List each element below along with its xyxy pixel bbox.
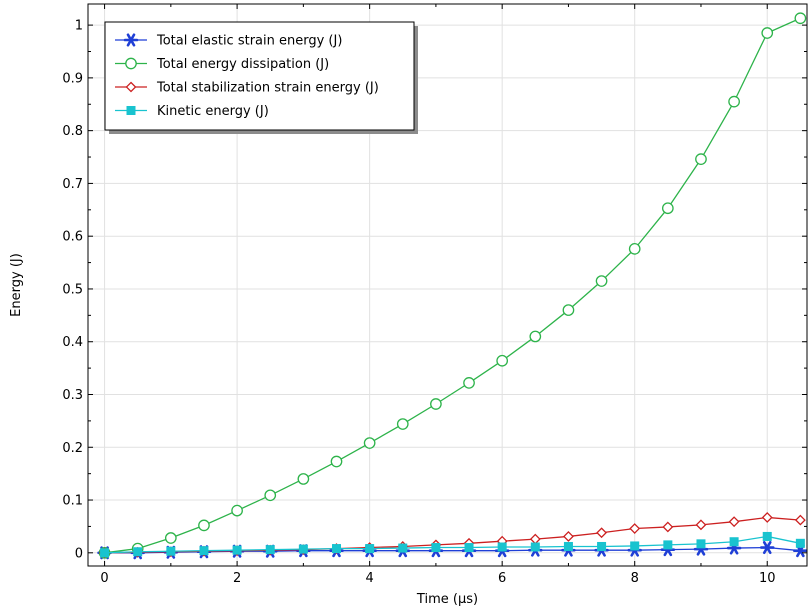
data-point — [430, 398, 442, 410]
y-tick-label: 1 — [75, 19, 83, 34]
data-point — [529, 533, 541, 545]
data-point — [332, 544, 342, 554]
legend-marker — [123, 33, 139, 47]
data-point — [630, 541, 640, 551]
y-tick-label: 0.1 — [62, 494, 83, 509]
data-point — [761, 512, 773, 523]
series-line — [104, 535, 801, 554]
data-point — [496, 354, 509, 367]
data-point — [761, 27, 774, 39]
data-point — [365, 544, 375, 554]
x-axis-title: Time (µs) — [416, 592, 478, 607]
data-point — [728, 95, 740, 108]
data-point — [231, 504, 243, 517]
data-point — [133, 547, 143, 557]
data-point — [695, 519, 707, 531]
series-line — [104, 17, 801, 554]
y-tick-label: 0.7 — [62, 177, 83, 192]
data-point — [661, 202, 674, 215]
data-point — [164, 532, 177, 544]
data-point — [264, 489, 277, 502]
legend: Total elastic strain energy (J) Total ene… — [104, 21, 418, 134]
series-3 — [100, 531, 805, 558]
data-point — [530, 542, 540, 552]
series-1 — [98, 12, 807, 559]
data-point — [662, 521, 674, 533]
data-point — [199, 546, 209, 556]
data-point — [100, 548, 110, 558]
legend-box — [104, 21, 415, 131]
data-point — [794, 514, 806, 526]
x-tick-label: 0 — [100, 571, 108, 586]
legend-marker — [125, 81, 137, 93]
legend-marker — [125, 57, 137, 70]
x-tick-label: 6 — [498, 571, 506, 586]
data-point — [330, 455, 343, 468]
data-point — [396, 418, 409, 430]
legend-label: Kinetic energy (J) — [157, 104, 269, 119]
data-point — [629, 523, 641, 534]
data-point — [597, 541, 607, 551]
y-axis-title: Energy (J) — [9, 253, 24, 317]
data-point — [563, 541, 573, 551]
x-tick-label: 4 — [365, 571, 373, 586]
series-layer — [97, 12, 807, 560]
data-point — [794, 12, 807, 25]
legend-entry: Total elastic strain energy (J) — [115, 33, 342, 49]
data-point — [232, 545, 242, 555]
data-point — [166, 546, 176, 556]
y-tick-label: 0.2 — [62, 441, 83, 456]
data-point — [595, 275, 608, 287]
data-point — [398, 543, 408, 553]
data-point — [562, 304, 575, 316]
data-point — [596, 527, 607, 539]
x-tick-label: 8 — [631, 571, 639, 586]
legend-entry: Total energy dissipation (J) — [115, 57, 329, 72]
data-point — [663, 540, 673, 550]
data-point — [529, 330, 542, 343]
data-point — [728, 516, 740, 528]
y-tick-label: 0.3 — [62, 388, 83, 403]
legend-entry: Total stabilization strain energy (J) — [115, 81, 379, 96]
data-point — [696, 539, 706, 549]
y-tick-label: 0 — [75, 546, 83, 561]
axes — [87, 3, 808, 567]
data-point — [695, 153, 707, 165]
y-tick-label: 0.4 — [62, 335, 83, 350]
data-point — [431, 543, 441, 553]
legend-marker — [126, 106, 136, 115]
data-point — [729, 537, 739, 547]
data-point — [363, 437, 376, 449]
data-point — [265, 545, 275, 555]
data-point — [762, 531, 772, 541]
legend-entry: Kinetic energy (J) — [115, 104, 269, 119]
data-point — [759, 541, 775, 555]
data-point — [464, 543, 474, 553]
data-point — [297, 473, 310, 485]
data-point — [198, 519, 210, 532]
y-tick-label: 0.6 — [62, 230, 83, 245]
data-point — [497, 542, 507, 552]
data-point — [463, 377, 475, 389]
data-point — [298, 544, 308, 554]
plot-frame — [87, 3, 808, 567]
x-tick-label: 2 — [233, 571, 241, 586]
data-point — [628, 243, 641, 255]
legend-label: Total energy dissipation (J) — [156, 57, 329, 72]
y-tick-label: 0.5 — [62, 282, 83, 297]
grid — [88, 4, 807, 566]
data-point — [563, 531, 574, 542]
x-tick-label: 10 — [759, 571, 776, 586]
ticks: 0 2 4 6 8 10 0 0.1 0.2 0.3 0.4 0.5 0.6 0.7 0.8 0.9 1 — [62, 4, 807, 586]
legend-label: Total elastic strain energy (J) — [156, 34, 342, 49]
data-point — [795, 538, 805, 548]
y-tick-label: 0.9 — [62, 71, 83, 86]
y-tick-label: 0.8 — [62, 124, 83, 139]
legend-label: Total stabilization strain energy (J) — [156, 81, 379, 96]
